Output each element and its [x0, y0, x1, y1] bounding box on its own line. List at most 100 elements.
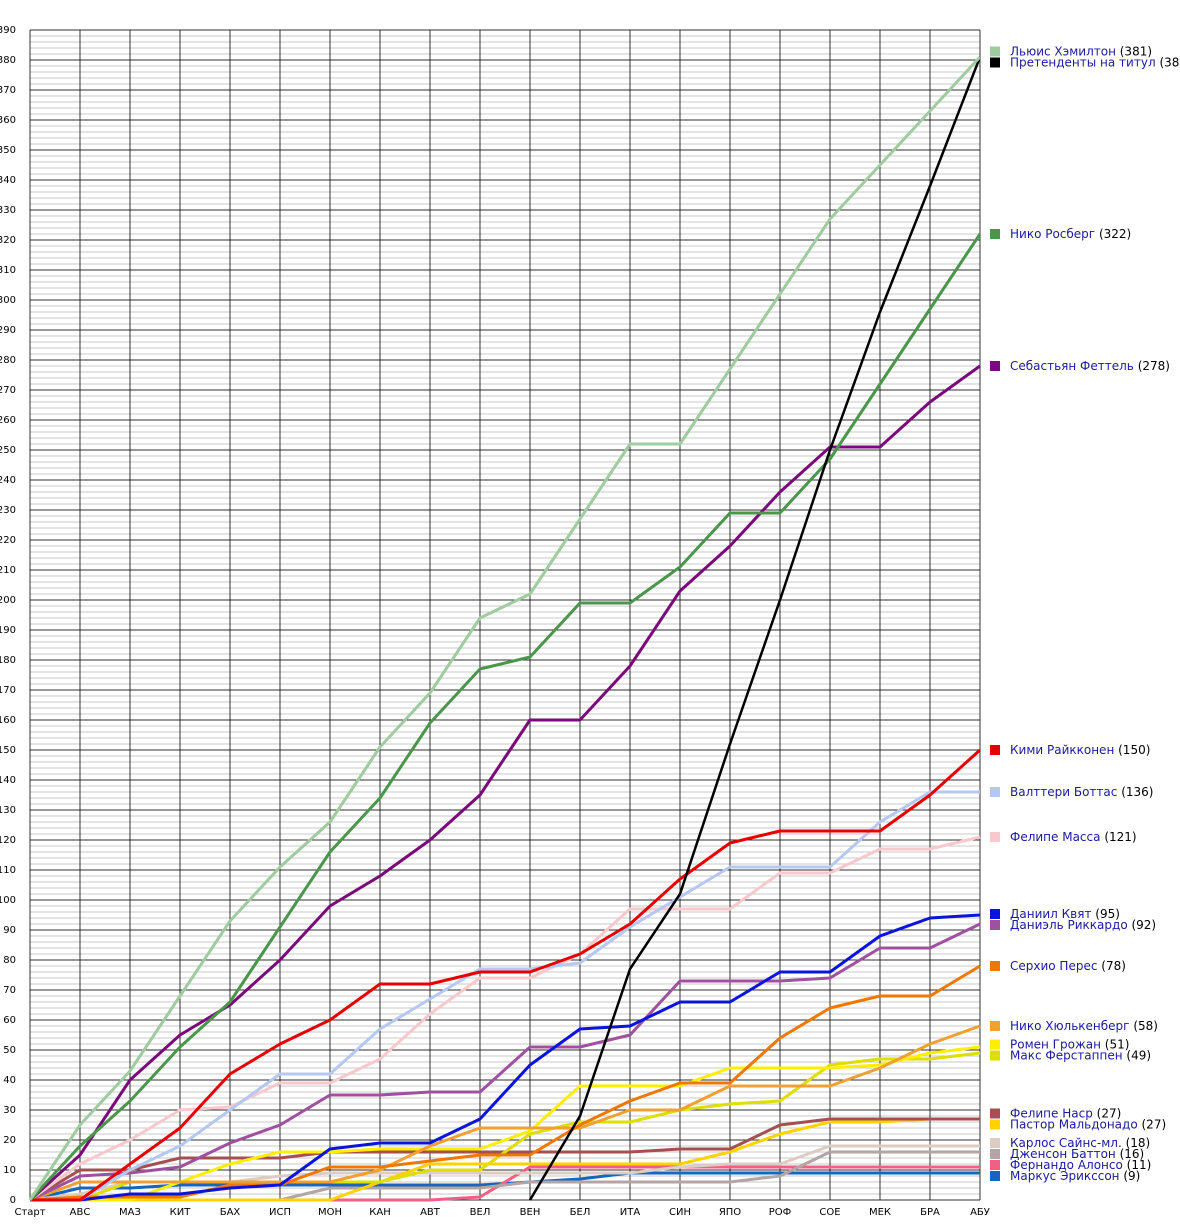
y-tick-label: 60	[3, 1015, 16, 1026]
y-tick-label: 290	[0, 325, 16, 336]
series-line	[29, 922, 981, 1202]
y-tick-label: 200	[0, 595, 16, 606]
y-tick-label: 270	[0, 385, 16, 396]
legend-swatch	[990, 1039, 1000, 1050]
x-tick-label: АБУ	[970, 1207, 990, 1218]
legend-swatch	[990, 1149, 1000, 1159]
series-line	[30, 1045, 981, 1202]
legend-entry: Льюис Хэмилтон (381)	[1010, 44, 1152, 58]
legend-entry: Макс Ферстаппен (49)	[1010, 1048, 1151, 1062]
y-tick-label: 190	[0, 625, 16, 636]
y-tick-label: 280	[0, 355, 16, 366]
x-tick-label: БЕЛ	[570, 1207, 591, 1218]
legend-name: Кими Райкконен	[1010, 743, 1114, 757]
y-tick-label: 70	[3, 985, 16, 996]
legend-value: (16)	[1120, 1147, 1145, 1161]
y-tick-label: 350	[0, 145, 16, 156]
y-tick-label: 110	[0, 865, 16, 876]
y-tick-label: 160	[0, 715, 16, 726]
legend-entry: Пастор Мальдонадо (27)	[1010, 1117, 1166, 1131]
legend-entry: Фернандо Алонсо (11)	[1010, 1158, 1151, 1172]
y-tick-label: 50	[3, 1045, 16, 1056]
legend-value: (381)	[1120, 44, 1152, 58]
legend-value: (150)	[1118, 743, 1150, 757]
y-tick-label: 210	[0, 565, 16, 576]
legend-swatch	[990, 1108, 1000, 1119]
legend-swatch	[990, 1119, 1000, 1130]
legend-swatch	[990, 57, 1000, 68]
legend-value: (49)	[1126, 1048, 1151, 1062]
x-tick-label: БРА	[920, 1207, 940, 1218]
series-line	[29, 835, 981, 1202]
legend-entry: Валттери Боттас (136)	[1010, 785, 1153, 799]
legend-entry: Кими Райкконен (150)	[1010, 743, 1150, 757]
y-tick-label: 40	[3, 1075, 16, 1086]
legend-value: (11)	[1127, 1158, 1152, 1172]
legend-swatch	[990, 1021, 1000, 1031]
y-tick-label: 240	[0, 475, 16, 486]
x-tick-label: ВЕЛ	[470, 1207, 491, 1218]
legend-value: (278)	[1138, 359, 1170, 373]
legend-value: (9)	[1123, 1169, 1140, 1183]
y-tick-label: 360	[0, 115, 16, 126]
y-tick-label: 370	[0, 85, 16, 96]
y-tick-label: 230	[0, 505, 16, 516]
legend-name: Нико Росберг	[1010, 227, 1095, 241]
series-line	[30, 790, 980, 1202]
legend-name: Макс Ферстаппен	[1010, 1048, 1123, 1062]
legend-name: Пастор Мальдонадо	[1010, 1117, 1138, 1131]
legend-name: Карлос Сайнс-мл.	[1010, 1136, 1122, 1150]
legend-entry: Даниил Квят (95)	[1010, 907, 1120, 921]
y-tick-label: 330	[0, 205, 16, 216]
legend-swatch	[990, 46, 1000, 57]
legend-name: Даниэль Риккардо	[1010, 918, 1128, 932]
x-tick-label: АВТ	[420, 1207, 441, 1218]
x-tick-label: ИТА	[620, 1207, 641, 1218]
legend-entry: Дженсон Баттон (16)	[1010, 1147, 1144, 1161]
x-tick-label: МОН	[318, 1207, 342, 1218]
y-tick-label: 310	[0, 265, 16, 276]
legend-entry: Нико Росберг (322)	[1010, 227, 1131, 241]
x-tick-label: КИТ	[170, 1207, 192, 1218]
series-line	[30, 913, 981, 1202]
legend-swatch	[990, 1160, 1000, 1170]
y-tick-label: 100	[0, 895, 16, 906]
legend-name: Маркус Эрикссон	[1010, 1169, 1120, 1183]
legend-value: (27)	[1142, 1117, 1167, 1131]
legend-swatch	[990, 229, 1000, 239]
legend-name: Даниил Квят	[1010, 907, 1091, 921]
x-tick-label: СОЕ	[819, 1207, 840, 1218]
y-tick-label: 80	[3, 955, 16, 966]
legend-entry: Ромен Грожан (51)	[1010, 1037, 1129, 1051]
y-tick-label: 220	[0, 535, 16, 546]
series-line	[28, 364, 981, 1202]
legend-value: (78)	[1101, 959, 1126, 973]
legend-name: Себастьян Феттель	[1010, 359, 1134, 373]
y-tick-label: 180	[0, 655, 16, 666]
legend-value: (136)	[1121, 785, 1153, 799]
series-line	[528, 56, 982, 1201]
y-tick-label: 10	[3, 1165, 16, 1176]
x-tick-label: Старт	[14, 1207, 45, 1218]
legend-value: (58)	[1133, 1019, 1158, 1033]
series-line	[28, 233, 982, 1202]
legend-name: Фернандо Алонсо	[1010, 1158, 1123, 1172]
y-tick-label: 340	[0, 175, 16, 186]
x-tick-label: СИН	[669, 1207, 691, 1218]
series-line	[30, 748, 982, 1202]
legend-swatch	[990, 787, 1000, 797]
legend-name: Льюис Хэмилтон	[1010, 44, 1116, 58]
legend-entry: Маркус Эрикссон (9)	[1010, 1169, 1140, 1183]
y-tick-label: 140	[0, 775, 16, 786]
y-tick-label: 300	[0, 295, 16, 306]
legend-value: (27)	[1097, 1106, 1122, 1120]
legend-swatch	[990, 1050, 1000, 1061]
legend-value: (322)	[1099, 227, 1131, 241]
series-line	[29, 964, 981, 1202]
y-tick-label: 120	[0, 835, 16, 846]
legend-name: Претенденты на титул	[1010, 55, 1156, 69]
legend-entry: Нико Хюлькенберг (58)	[1010, 1019, 1158, 1033]
legend-swatch	[990, 832, 1000, 842]
legend-swatch	[990, 1138, 1000, 1148]
